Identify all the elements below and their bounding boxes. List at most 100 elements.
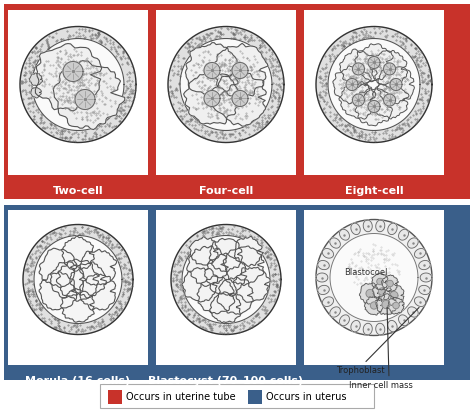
Polygon shape — [204, 63, 220, 78]
Polygon shape — [383, 94, 396, 106]
Polygon shape — [223, 246, 264, 286]
Bar — [156, 210, 296, 365]
Polygon shape — [171, 225, 281, 334]
Polygon shape — [204, 90, 220, 107]
Polygon shape — [372, 273, 388, 290]
Polygon shape — [351, 223, 360, 234]
Bar — [8, 10, 148, 175]
Polygon shape — [182, 235, 270, 324]
Polygon shape — [339, 82, 376, 119]
Polygon shape — [399, 229, 409, 240]
Bar — [8, 210, 148, 365]
Polygon shape — [382, 275, 398, 291]
Polygon shape — [419, 286, 430, 295]
Polygon shape — [210, 238, 242, 272]
Polygon shape — [363, 220, 372, 232]
Polygon shape — [51, 262, 84, 298]
Polygon shape — [232, 90, 248, 107]
Text: Blastocoel: Blastocoel — [344, 268, 388, 277]
Polygon shape — [346, 78, 358, 90]
Polygon shape — [359, 283, 381, 304]
Polygon shape — [217, 277, 253, 314]
Text: Blastocyst (70–100 cells): Blastocyst (70–100 cells) — [148, 376, 303, 386]
Polygon shape — [414, 249, 426, 258]
Polygon shape — [330, 238, 340, 248]
Polygon shape — [339, 229, 349, 240]
Polygon shape — [168, 27, 284, 142]
Bar — [304, 10, 444, 175]
Polygon shape — [390, 291, 398, 300]
Polygon shape — [182, 268, 218, 302]
Polygon shape — [370, 51, 408, 88]
Polygon shape — [62, 236, 94, 271]
Polygon shape — [388, 320, 397, 332]
Bar — [4, 205, 470, 380]
Text: Occurs in uterus: Occurs in uterus — [266, 392, 346, 402]
Polygon shape — [419, 261, 430, 270]
Polygon shape — [383, 284, 404, 305]
Polygon shape — [210, 292, 241, 322]
Polygon shape — [211, 43, 268, 96]
Polygon shape — [330, 234, 418, 322]
Polygon shape — [368, 100, 380, 112]
Polygon shape — [61, 289, 94, 322]
Polygon shape — [330, 307, 340, 317]
Polygon shape — [75, 90, 95, 110]
Text: Morula (16 cells): Morula (16 cells) — [26, 376, 130, 386]
Polygon shape — [197, 276, 235, 314]
Polygon shape — [373, 282, 392, 300]
Polygon shape — [235, 237, 264, 266]
Polygon shape — [63, 61, 83, 81]
Polygon shape — [333, 66, 371, 104]
Bar — [4, 4, 470, 199]
Polygon shape — [185, 43, 239, 98]
Polygon shape — [29, 73, 43, 86]
Polygon shape — [399, 315, 409, 326]
Polygon shape — [339, 49, 377, 88]
Polygon shape — [377, 66, 414, 104]
Polygon shape — [382, 300, 390, 308]
Bar — [248, 390, 262, 404]
Polygon shape — [376, 220, 385, 232]
Polygon shape — [368, 56, 380, 68]
Polygon shape — [371, 81, 409, 119]
Polygon shape — [80, 249, 117, 285]
Polygon shape — [316, 27, 432, 142]
Polygon shape — [376, 294, 397, 315]
Bar — [156, 10, 296, 175]
Polygon shape — [190, 237, 218, 265]
Polygon shape — [32, 39, 124, 130]
Polygon shape — [355, 44, 393, 82]
Polygon shape — [183, 71, 240, 124]
Polygon shape — [212, 71, 266, 126]
Polygon shape — [377, 278, 383, 285]
Polygon shape — [383, 63, 396, 75]
Polygon shape — [353, 63, 365, 75]
Polygon shape — [328, 39, 420, 130]
Polygon shape — [408, 307, 418, 317]
Polygon shape — [390, 78, 402, 90]
Polygon shape — [388, 297, 404, 314]
Polygon shape — [53, 61, 125, 129]
Polygon shape — [232, 63, 248, 78]
Bar — [304, 210, 444, 365]
Text: Trophoblast: Trophoblast — [336, 366, 384, 374]
Polygon shape — [316, 220, 432, 335]
Polygon shape — [393, 302, 399, 309]
Polygon shape — [70, 262, 107, 298]
Polygon shape — [351, 320, 360, 332]
Polygon shape — [388, 223, 397, 234]
Polygon shape — [370, 302, 378, 309]
Polygon shape — [366, 290, 374, 298]
Text: Eight-cell: Eight-cell — [345, 186, 403, 196]
Polygon shape — [23, 225, 133, 334]
Text: Inner cell mass: Inner cell mass — [349, 381, 413, 390]
Polygon shape — [318, 261, 329, 270]
Polygon shape — [39, 248, 77, 288]
Polygon shape — [365, 296, 383, 315]
Polygon shape — [353, 94, 365, 106]
Polygon shape — [408, 238, 418, 248]
Polygon shape — [205, 253, 246, 295]
Polygon shape — [316, 273, 328, 282]
Bar — [108, 390, 122, 404]
